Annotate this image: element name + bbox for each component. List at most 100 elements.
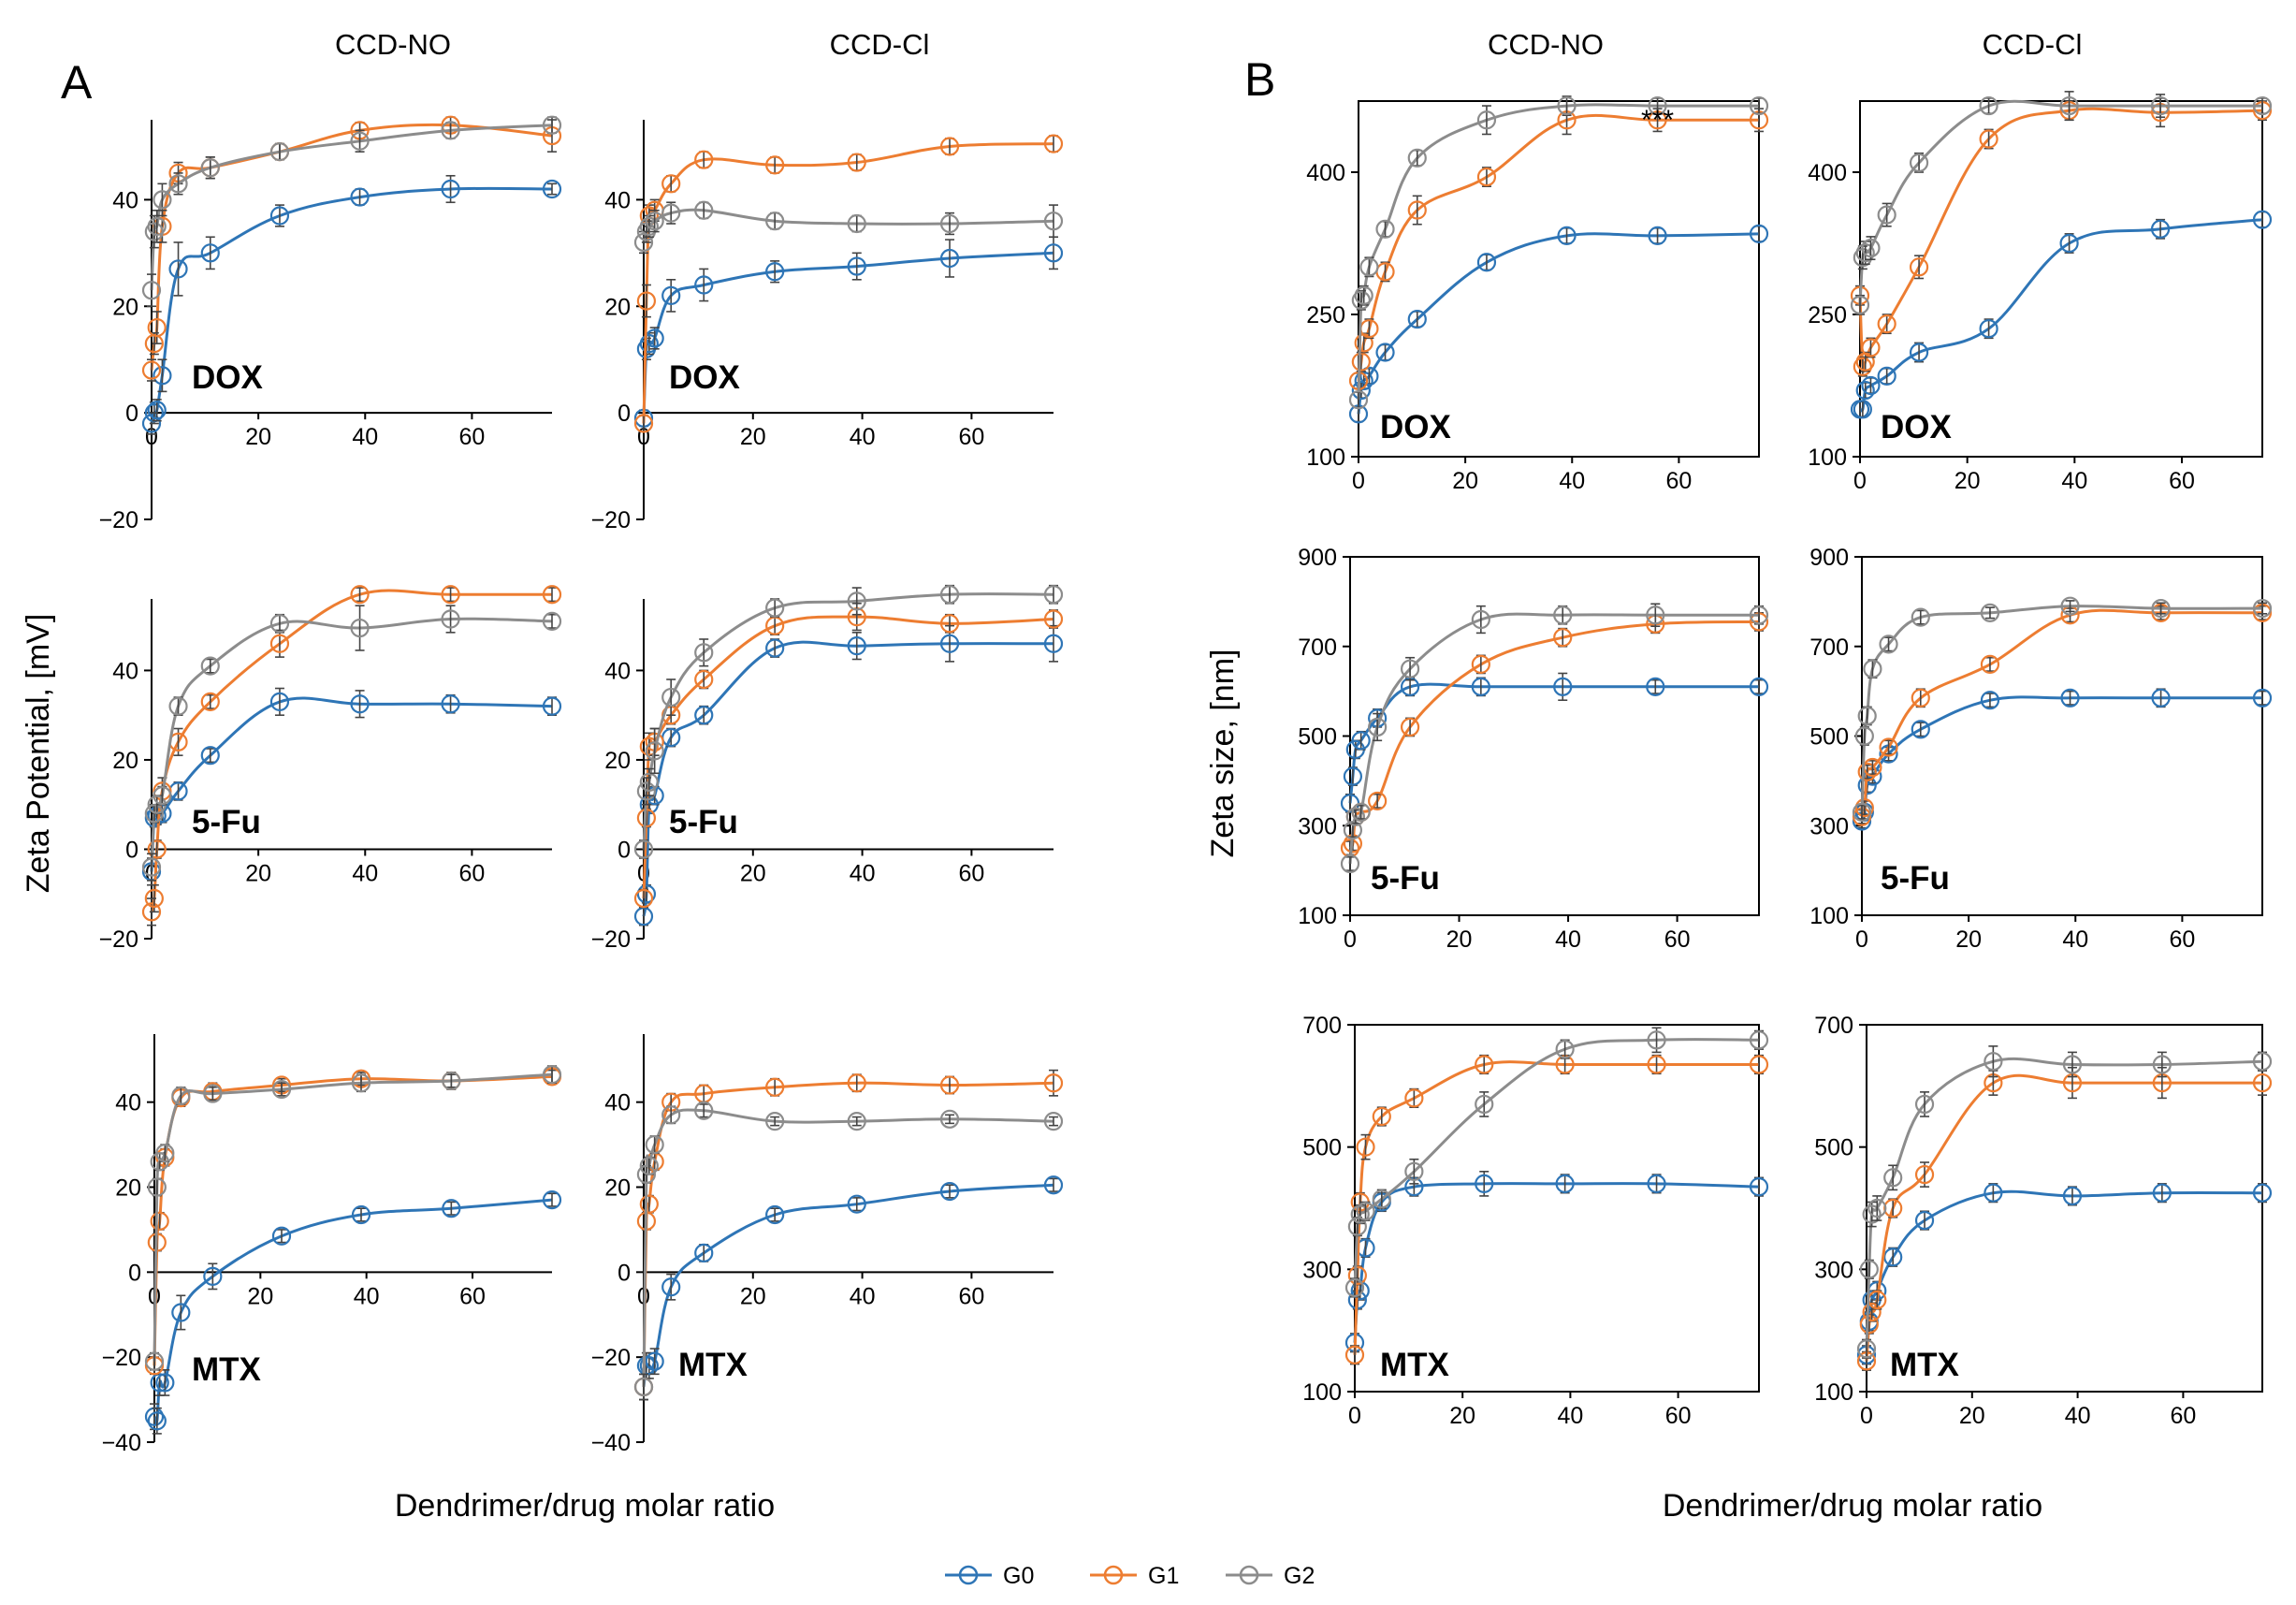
- series-g0: [141, 687, 562, 886]
- data-point: [1344, 1277, 1365, 1298]
- data-point: [661, 1277, 681, 1297]
- y-tick-label: 40: [115, 1090, 141, 1116]
- x-tick-label: 20: [1446, 927, 1473, 953]
- x-tick-label: 60: [2169, 468, 2195, 494]
- data-point: [141, 360, 162, 380]
- data-point: [1979, 129, 1998, 149]
- data-point: [639, 1194, 659, 1214]
- data-point: [1863, 659, 1882, 678]
- data-point: [2060, 596, 2080, 616]
- data-point: [939, 614, 960, 634]
- data-point: [542, 696, 562, 716]
- y-tick-label: 0: [125, 837, 138, 863]
- data-point: [765, 1112, 785, 1131]
- data-point: [636, 884, 657, 904]
- y-tick-label: 100: [1302, 1379, 1342, 1406]
- data-point: [939, 1109, 960, 1129]
- data-point: [1343, 820, 1363, 840]
- data-point: [1980, 603, 2000, 622]
- data-point: [1354, 371, 1373, 391]
- data-point: [147, 401, 167, 420]
- series-g1: [144, 1067, 562, 1376]
- y-tick-label: 100: [1306, 445, 1345, 471]
- data-point: [639, 1156, 659, 1175]
- y-tick-label: 100: [1808, 445, 1847, 471]
- data-point: [350, 131, 370, 151]
- data-point: [1856, 1339, 1877, 1359]
- data-point: [939, 1181, 960, 1202]
- data-point: [1749, 677, 1769, 696]
- data-point: [1646, 677, 1665, 696]
- data-point: [168, 696, 188, 716]
- data-point: [1407, 148, 1427, 168]
- data-point: [645, 1351, 664, 1371]
- drug-label: 5-Fu: [192, 804, 261, 840]
- series-g1: [1344, 1054, 1769, 1365]
- data-point: [2150, 219, 2171, 239]
- y-tick-label: −20: [591, 507, 631, 533]
- data-point: [1855, 243, 1875, 263]
- data-point: [141, 414, 162, 433]
- drug-label: DOX: [669, 359, 741, 396]
- data-point: [2252, 95, 2273, 116]
- data-point: [1351, 352, 1371, 372]
- x-tick-label: 60: [459, 1283, 486, 1309]
- series-g1: [141, 115, 562, 382]
- y-tick-label: 0: [128, 1260, 141, 1286]
- data-point: [200, 158, 220, 178]
- series-line-g2: [150, 124, 553, 291]
- data-point: [1471, 609, 1490, 630]
- series-g2: [633, 584, 1064, 859]
- data-point: [1854, 726, 1874, 746]
- y-axis-title-b: Zeta size, [nm]: [1205, 649, 1241, 858]
- data-point: [645, 212, 664, 231]
- y-tick-label: 100: [1814, 1379, 1853, 1406]
- y-tick-label: −20: [591, 927, 631, 953]
- y-axis-title-a: Zeta Potential, [mV]: [21, 614, 56, 894]
- data-point: [1979, 95, 1998, 116]
- data-point: [661, 1105, 681, 1125]
- series-line-g1: [642, 142, 1054, 424]
- data-point: [1862, 1204, 1882, 1224]
- x-tick-label: 20: [740, 424, 766, 450]
- data-point: [1347, 1217, 1367, 1236]
- data-point: [661, 203, 681, 223]
- data-point: [1914, 1164, 1935, 1185]
- x-tick-label: 60: [1665, 1403, 1692, 1429]
- data-point: [645, 741, 664, 761]
- data-point: [1852, 802, 1872, 822]
- data-point: [2252, 688, 2273, 708]
- data-point: [2152, 1183, 2172, 1203]
- x-tick-label: 0: [1853, 468, 1867, 494]
- data-point: [1984, 1052, 2003, 1072]
- data-point: [1749, 224, 1769, 243]
- x-tick-label: 20: [1955, 468, 1981, 494]
- series-g2: [1852, 596, 2273, 822]
- x-tick-label: 60: [2170, 1403, 2196, 1429]
- data-point: [1368, 717, 1388, 737]
- data-point: [847, 153, 866, 172]
- y-tick-label: 0: [618, 401, 631, 427]
- data-point: [1404, 1161, 1424, 1181]
- y-tick-label: 500: [1302, 1135, 1342, 1161]
- y-tick-label: 400: [1306, 160, 1345, 186]
- data-point: [1340, 854, 1360, 874]
- data-point: [1354, 285, 1373, 305]
- significance-annotation: ***: [1641, 105, 1674, 136]
- data-point: [765, 212, 785, 231]
- data-point: [269, 206, 290, 226]
- data-point: [1368, 791, 1388, 811]
- data-point: [939, 585, 960, 605]
- series-g0: [1340, 672, 1769, 813]
- chart-b-cl-dox: 100 250 400 0 20 40 60 DOX: [1808, 91, 2273, 494]
- data-point: [2059, 95, 2079, 116]
- y-tick-label: 250: [1808, 302, 1847, 328]
- data-point: [1859, 1315, 1879, 1335]
- chart-b-no-mtx: 100 300 500 700 0 20 40 60 MTX: [1302, 1013, 1769, 1429]
- y-tick-label: 400: [1808, 160, 1847, 186]
- x-tick-label: 40: [354, 1283, 380, 1309]
- drug-label: 5-Fu: [1371, 860, 1440, 897]
- data-point: [1909, 343, 1929, 362]
- data-point: [1351, 380, 1371, 401]
- data-point: [1557, 95, 1577, 116]
